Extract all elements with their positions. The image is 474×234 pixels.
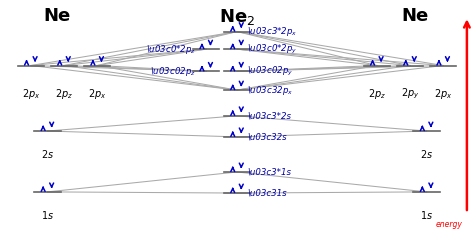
- Text: $2s$: $2s$: [420, 148, 433, 161]
- Text: $2p_x$: $2p_x$: [434, 87, 452, 101]
- Text: $2p_y$: $2p_y$: [401, 86, 419, 101]
- Text: $2p_z$: $2p_z$: [368, 87, 386, 101]
- Text: $2s$: $2s$: [41, 148, 54, 161]
- Text: \u03c02p$_{y}$: \u03c02p$_{y}$: [247, 65, 294, 78]
- Text: \u03c32p$_{x}$: \u03c32p$_{x}$: [247, 84, 294, 97]
- Text: Ne: Ne: [43, 7, 71, 25]
- Text: $2p_z$: $2p_z$: [55, 87, 73, 101]
- Text: \u03c02p$_{z}$: \u03c02p$_{z}$: [150, 65, 196, 78]
- Text: $1s$: $1s$: [420, 209, 433, 221]
- Text: \u03c0*2p$_{z}$: \u03c0*2p$_{z}$: [146, 43, 196, 56]
- Text: Ne$_2$: Ne$_2$: [219, 7, 255, 27]
- Text: $2p_x$: $2p_x$: [88, 87, 106, 101]
- Text: energy: energy: [435, 220, 462, 229]
- Text: \u03c31s: \u03c31s: [247, 189, 287, 197]
- Text: \u03c3*1s: \u03c3*1s: [247, 168, 292, 176]
- Text: \u03c32s: \u03c32s: [247, 132, 287, 141]
- Text: Ne: Ne: [401, 7, 428, 25]
- Text: $2p_x$: $2p_x$: [22, 87, 40, 101]
- Text: $1s$: $1s$: [41, 209, 54, 221]
- Text: \u03c0*2p$_{y}$: \u03c0*2p$_{y}$: [247, 43, 298, 56]
- Text: \u03c3*2s: \u03c3*2s: [247, 111, 292, 120]
- Text: \u03c3*2p$_{x}$: \u03c3*2p$_{x}$: [247, 25, 298, 38]
